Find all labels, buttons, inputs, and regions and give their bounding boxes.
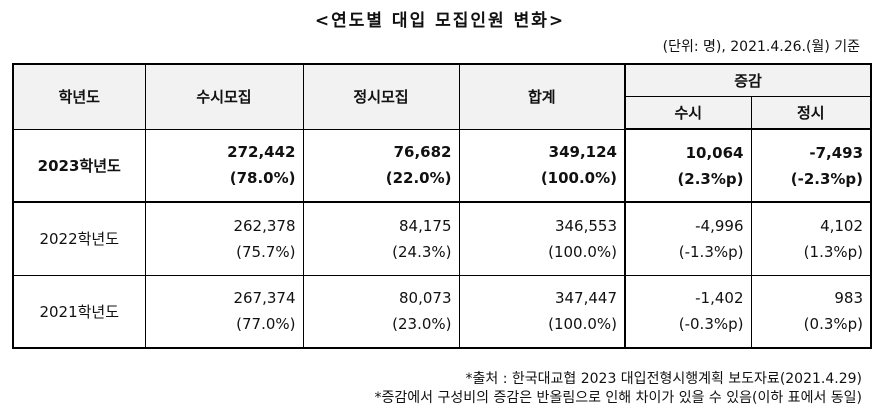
- cell-jeongsi: 76,682 (22.0%): [302, 128, 460, 203]
- admissions-table: 학년도 수시모집 정시모집 합계 증감 수시 정시 2023학년도 272,44…: [12, 63, 873, 349]
- row-year: 2023학년도: [12, 128, 146, 203]
- jeongsi-value: 84,175: [399, 216, 452, 235]
- cell-jeongsi: 80,073 (23.0%): [302, 274, 460, 349]
- susi-value: 262,378: [233, 216, 296, 235]
- jeongsi-pct: (22.0%): [385, 169, 452, 188]
- total-value: 349,124: [548, 143, 617, 162]
- cell-change-jeongsi: 983 (0.3%p): [750, 274, 872, 349]
- change-susi-pct: (-1.3%p): [678, 242, 744, 261]
- change-jeongsi-value: 4,102: [820, 216, 864, 235]
- jeongsi-pct: (24.3%): [392, 242, 452, 261]
- cell-change-jeongsi: 4,102 (1.3%p): [750, 201, 872, 276]
- change-jeongsi-value: -7,493: [809, 143, 864, 162]
- row-year: 2021학년도: [12, 274, 146, 349]
- cell-change-jeongsi: -7,493 (-2.3%p): [750, 128, 872, 203]
- change-jeongsi-pct: (1.3%p): [803, 242, 864, 261]
- header-change-jeongsi: 정시: [750, 96, 872, 130]
- total-pct: (100.0%): [548, 242, 617, 261]
- cell-total: 346,553 (100.0%): [458, 201, 626, 276]
- change-susi-value: 10,064: [685, 143, 744, 162]
- header-change: 증감: [623, 63, 872, 97]
- total-value: 346,553: [554, 216, 617, 235]
- table-row-2021: 2021학년도 267,374 (77.0%) 80,073 (23.0%) 3…: [12, 274, 872, 349]
- cell-total: 347,447 (100.0%): [458, 274, 626, 349]
- cell-susi: 267,374 (77.0%): [144, 274, 304, 349]
- change-susi-value: -1,402: [695, 289, 744, 308]
- jeongsi-pct: (23.0%): [392, 315, 452, 334]
- total-pct: (100.0%): [540, 169, 617, 188]
- cell-susi: 272,442 (78.0%): [144, 128, 304, 203]
- header-susi: 수시모집: [144, 63, 304, 130]
- jeongsi-value: 76,682: [393, 143, 452, 162]
- cell-change-susi: 10,064 (2.3%p): [624, 128, 752, 203]
- susi-value: 272,442: [227, 143, 296, 162]
- change-susi-pct: (-0.3%p): [678, 315, 744, 334]
- rounding-note: *증감에서 구성비의 증감은 반올림으로 인해 차이가 있을 수 있음(이하 표…: [374, 390, 862, 406]
- change-jeongsi-pct: (-2.3%p): [790, 169, 864, 188]
- header-jeongsi: 정시모집: [302, 63, 460, 130]
- footnotes: *출처 : 한국대교협 2023 대입전형시행계획 보도자료(2021.4.29…: [375, 370, 862, 408]
- change-susi-value: -4,996: [695, 216, 744, 235]
- unit-note: (단위: 명), 2021.4.26.(월) 기준: [662, 39, 860, 55]
- table-row-2023: 2023학년도 272,442 (78.0%) 76,682 (22.0%) 3…: [12, 128, 872, 203]
- page-title: <연도별 대입 모집인원 변화>: [314, 11, 566, 31]
- row-year: 2022학년도: [12, 201, 146, 276]
- jeongsi-value: 80,073: [399, 289, 452, 308]
- cell-total: 349,124 (100.0%): [458, 128, 626, 203]
- cell-change-susi: -4,996 (-1.3%p): [624, 201, 752, 276]
- cell-change-susi: -1,402 (-0.3%p): [624, 274, 752, 349]
- source-note: *출처 : 한국대교협 2023 대입전형시행계획 보도자료(2021.4.29…: [465, 371, 863, 387]
- total-pct: (100.0%): [548, 315, 617, 334]
- susi-pct: (75.7%): [236, 242, 296, 261]
- change-jeongsi-value: 983: [834, 289, 864, 308]
- table-row-2022: 2022학년도 262,378 (75.7%) 84,175 (24.3%) 3…: [12, 201, 872, 276]
- susi-pct: (78.0%): [229, 169, 296, 188]
- cell-susi: 262,378 (75.7%): [144, 201, 304, 276]
- cell-jeongsi: 84,175 (24.3%): [302, 201, 460, 276]
- change-susi-pct: (2.3%p): [677, 169, 744, 188]
- header-year: 학년도: [12, 63, 146, 130]
- header-total: 합계: [458, 63, 626, 130]
- change-jeongsi-pct: (0.3%p): [803, 315, 864, 334]
- susi-value: 267,374: [233, 289, 296, 308]
- header-change-susi: 수시: [624, 96, 752, 130]
- susi-pct: (77.0%): [236, 315, 296, 334]
- total-value: 347,447: [554, 289, 617, 308]
